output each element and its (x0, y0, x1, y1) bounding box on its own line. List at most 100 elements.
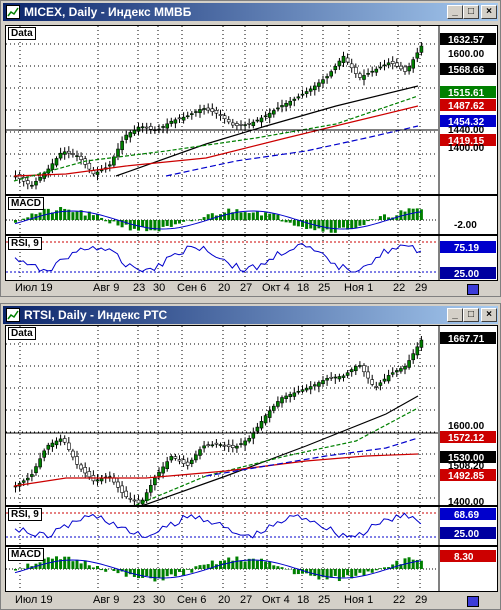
candle (337, 376, 342, 380)
rsi-chart[interactable]: 75.19 25.00 (6, 236, 497, 280)
macd-bar (153, 220, 157, 231)
price-label: 1419.15 (448, 136, 485, 147)
candle (222, 444, 227, 447)
candle (374, 386, 379, 388)
macd-bar (255, 211, 259, 220)
candle (38, 177, 42, 181)
minimize-button[interactable]: _ (447, 308, 463, 322)
macd-bar (378, 568, 382, 569)
candle (198, 109, 202, 114)
macd-bar (67, 556, 71, 569)
candle (165, 123, 169, 129)
maximize-button[interactable]: □ (463, 5, 479, 19)
candle (333, 66, 338, 71)
candle (308, 88, 313, 92)
candle (206, 444, 210, 446)
candle (235, 445, 239, 449)
price-label-box (440, 99, 496, 111)
candle (50, 442, 55, 448)
macd-bar (178, 220, 181, 224)
macd-bar (50, 212, 54, 220)
macd-bar (235, 556, 239, 569)
macd-bar (243, 561, 247, 569)
macd-bar (374, 569, 378, 571)
candle (325, 378, 329, 381)
macd-bar (186, 569, 190, 570)
candle (226, 119, 231, 123)
candle (58, 438, 63, 442)
macd-panel[interactable]: -2.00 MACD (5, 195, 498, 235)
price-label-box (440, 451, 496, 463)
macd-bar (137, 220, 140, 231)
macd-bar (165, 220, 169, 226)
macd-chart[interactable]: 8.30 (6, 547, 497, 591)
candle (399, 368, 403, 372)
candle (267, 410, 272, 418)
price-label: 1400.00 (448, 497, 485, 505)
price-chart[interactable]: 1632.57 1600.00 1568.66 1515.61 1487.62 1454.… (6, 26, 497, 194)
rsi-chart[interactable]: 68.69 25.00 (6, 507, 497, 545)
macd-bar (96, 214, 99, 220)
candle (407, 360, 411, 368)
macd-bar (325, 220, 329, 230)
title-bar[interactable]: RTSI, Daily - Индекс РТС _ □ × (3, 306, 498, 324)
macd-bar (383, 567, 386, 569)
candle (259, 117, 264, 123)
macd-bar (157, 569, 161, 578)
macd-bar (91, 567, 95, 569)
candle (202, 445, 206, 449)
macd-bar (22, 568, 26, 569)
macd-bar (120, 220, 124, 228)
macd-bar (321, 220, 325, 232)
macd-bar (100, 217, 104, 220)
candle (300, 389, 305, 392)
candle (124, 134, 128, 140)
x-axis-label: 18 (297, 594, 310, 606)
macd-bar (198, 219, 202, 220)
macd-chart[interactable]: -2.00 (6, 196, 497, 234)
macd-bar (231, 560, 235, 569)
candle (116, 148, 120, 157)
macd-bar (161, 220, 165, 227)
trend-line (142, 395, 419, 505)
candle (329, 376, 334, 379)
candle (218, 114, 223, 116)
macd-panel[interactable]: 8.30 MACD (5, 546, 498, 592)
macd-bar (63, 556, 67, 569)
price-label: 1572.12 (448, 433, 485, 444)
candle (239, 443, 243, 445)
x-axis-label: Ноя 1 (344, 282, 374, 294)
candle (210, 444, 215, 447)
navigation-icon[interactable] (467, 284, 479, 295)
macd-bar (251, 212, 255, 220)
candle (329, 71, 334, 77)
rsi-panel[interactable]: 68.69 25.00 RSI, 9 (5, 506, 498, 546)
title-bar[interactable]: MICEX, Daily - Индекс ММВБ _ □ × (3, 3, 498, 21)
x-axis-label: 23 (133, 282, 146, 294)
macd-value-box (440, 550, 496, 562)
candle (358, 365, 362, 367)
candle (194, 111, 198, 113)
maximize-button[interactable]: □ (463, 308, 479, 322)
rsi-panel[interactable]: 75.19 25.00 RSI, 9 (5, 235, 498, 281)
macd-bar (149, 220, 153, 231)
candle (136, 499, 141, 504)
price-panel[interactable]: 1667.71 1600.00 1572.12 1530.00 1508.20 1492.… (5, 325, 498, 506)
macd-bar (75, 211, 79, 220)
macd-bar (362, 569, 366, 576)
rsi-level-label: 25.00 (454, 529, 479, 540)
navigation-icon[interactable] (467, 596, 479, 607)
candle (194, 454, 198, 461)
candle (222, 115, 227, 120)
candle (54, 440, 59, 446)
moving-average-red (13, 105, 419, 177)
macd-bar (124, 569, 128, 577)
price-panel[interactable]: 1632.57 1600.00 1568.66 1515.61 1487.62 1454.… (5, 25, 498, 195)
close-button[interactable]: × (481, 308, 497, 322)
macd-bar (305, 569, 309, 574)
macd-bar (264, 212, 268, 220)
candle (87, 162, 92, 170)
minimize-button[interactable]: _ (447, 5, 463, 19)
close-button[interactable]: × (481, 5, 497, 19)
